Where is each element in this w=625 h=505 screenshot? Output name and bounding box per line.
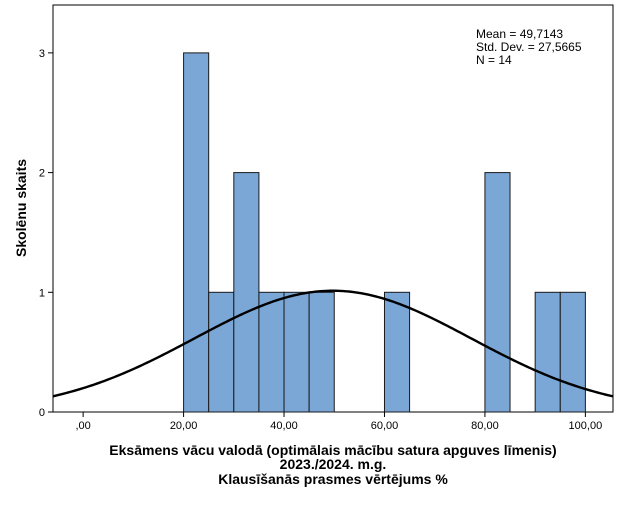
y-tick-label: 3 (39, 48, 45, 60)
x-axis-title-line-3: Klausīšanās prasmes vērtējums % (218, 471, 448, 487)
y-axis-title: Skolēnu skaits (13, 159, 29, 257)
x-axis-title-line-1: Eksāmens vācu valodā (optimālais mācību … (109, 442, 556, 458)
histogram-bar-30 (233, 172, 260, 413)
x-tick-label: 20,00 (170, 420, 198, 432)
x-axis-title-line-2: 2023./2024. m.g. (280, 456, 387, 472)
y-tick-label: 2 (39, 168, 45, 180)
stats-box: Mean = 49,7143 Std. Dev. = 27,5665 N = 1… (476, 27, 582, 67)
x-tick-label: 40,00 (270, 420, 298, 432)
histogram-bar-95 (559, 291, 586, 413)
stats-std-dev: Std. Dev. = 27,5665 (476, 40, 582, 54)
histogram-bar-40 (283, 291, 310, 413)
histogram-bar-35 (258, 291, 285, 413)
x-tick-label: 60,00 (371, 420, 399, 432)
x-tick-label: 100,00 (569, 420, 603, 432)
axes-layer: ,00 20,00 40,00 60,00 80,00 100,00 0 1 2 3 (39, 48, 602, 432)
y-tick-label: 1 (39, 287, 45, 299)
histogram-bar-45 (308, 291, 335, 413)
normal-curve (52, 289, 614, 398)
histogram-bar-80 (484, 172, 511, 413)
x-tick-label: 80,00 (471, 420, 499, 432)
x-tick-label: ,00 (75, 420, 90, 432)
bars-layer (183, 52, 586, 413)
stats-mean: Mean = 49,7143 (476, 27, 563, 41)
histogram-bar-25 (208, 291, 235, 413)
histogram-bar-60 (383, 291, 411, 413)
histogram-bar-20 (183, 52, 210, 413)
stats-n: N = 14 (476, 53, 512, 67)
histogram-bar-90 (534, 291, 561, 413)
y-tick-label: 0 (39, 407, 45, 419)
